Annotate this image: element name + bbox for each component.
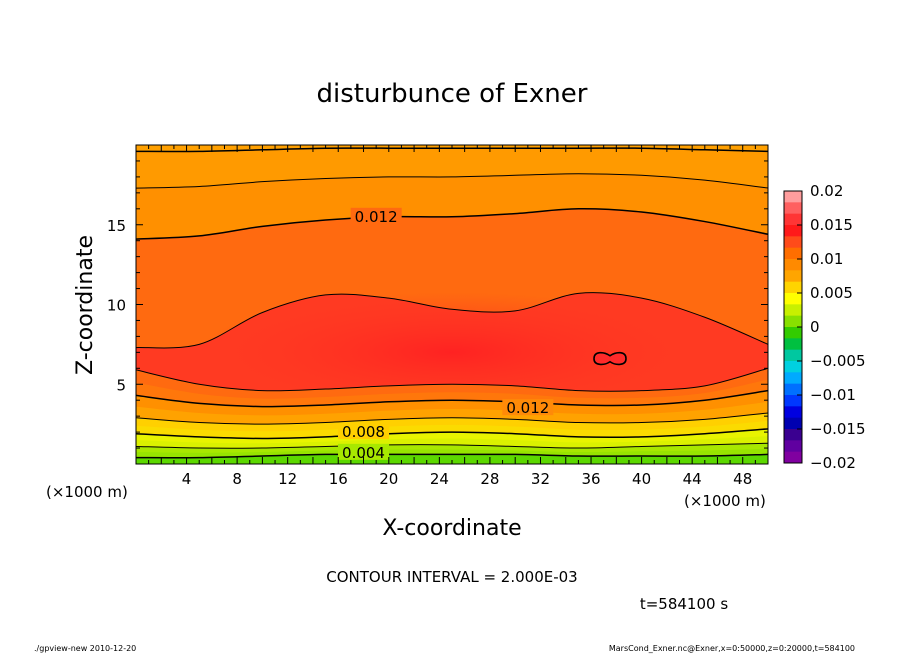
colorbar-label: 0.02 [810,182,843,200]
colorbar-label: 0 [810,318,820,336]
contour-line [136,442,768,449]
contour-fills [136,145,768,464]
colorbar-segment [784,247,802,260]
colorbar-segment [784,440,802,453]
colorbar-segment [784,315,802,328]
contour-label-bg [502,399,554,416]
colorbar-segment [784,304,802,317]
contour-label-bg [350,207,402,224]
contour-labels: 0.012 0.012 0.008 0.004 [338,207,554,462]
x-tick-label: 12 [278,470,297,488]
x-axis-unit-left: (×1000 m) [46,483,128,501]
x-tick-label: 36 [581,470,600,488]
colorbar-label: −0.02 [810,454,856,472]
colorbar-segment [784,293,802,305]
contour-label: 0.004 [342,444,385,462]
x-tick-label: 44 [683,470,702,488]
closed-contour [593,351,627,366]
x-axis: 4 8 12 16 20 24 28 32 36 40 44 48 [135,145,769,488]
colorbar-segment [784,327,802,339]
footer-right: MarsCond_Exner.nc@Exner,x=0:50000,z=0:20… [609,644,855,653]
contour-label-bg [338,443,390,460]
y-axis-label: Z-coordinate [73,235,98,375]
x-tick-label: 28 [480,470,499,488]
contour-label: 0.008 [342,423,385,441]
contour-interval: CONTOUR INTERVAL = 2.000E-03 [326,568,577,586]
colorbar-segment [784,417,802,430]
colorbar-segment [784,383,802,396]
x-axis-label: X-coordinate [382,516,521,541]
colorbar-label: −0.01 [810,386,856,404]
colorbar-segment [784,281,802,294]
y-tick-label: 5 [116,376,126,394]
contour-line [136,208,768,240]
colorbar-segment [784,395,802,407]
colorbar-segment [784,191,802,203]
colorbar-segment [784,270,802,283]
colorbar-segment [784,429,802,441]
band-fill [136,379,768,407]
contour-line [136,428,768,440]
colorbar-label: −0.005 [810,352,866,370]
x-tick-label: 48 [733,470,752,488]
colorbar-segment [784,451,802,464]
band-fill [136,420,768,439]
colorbar-segment [784,338,802,351]
band-fill [136,436,768,449]
x-tick-label: 24 [430,470,449,488]
contour-line [136,292,768,349]
x-axis-unit-right: (×1000 m) [684,492,766,510]
contour-line [136,389,768,408]
x-tick-label: 16 [329,470,348,488]
colorbar-label: 0.005 [810,284,853,302]
y-axis: 5 10 15 [107,144,768,465]
contour-label: 0.012 [506,399,549,417]
time-label: t=584100 s [640,595,728,613]
y-tick-label: 10 [107,297,126,315]
chart-title: disturbunce of Exner [317,79,588,109]
contour-line [136,173,768,189]
x-tick-label: 8 [232,470,242,488]
colorbar-segment [784,361,802,373]
colorbar-segment [784,406,802,419]
contour-label: 0.012 [355,208,398,226]
y-tick-label: 15 [107,217,126,235]
contour-line [136,453,768,459]
colorbar-segment [784,349,802,362]
colorbar-label: −0.015 [810,420,866,438]
x-tick-label: 4 [182,470,192,488]
colorbar-segment [784,213,802,226]
colorbar-segment [784,372,802,385]
core-fill [199,292,705,413]
colorbar-segment [784,236,802,249]
footer-left: ./gpview-new 2010-12-20 [34,644,136,653]
contour-label-bg [338,423,390,440]
colorbar-segment [784,202,802,215]
colorbar-segment [784,225,802,237]
contour-line [136,367,768,392]
band-fill [136,401,768,425]
colorbar-label: 0.015 [810,216,853,234]
colorbar: 0.02 0.015 0.01 0.005 0 −0.005 −0.01 −0.015 −0.0… [783,182,866,472]
contour-line [136,412,768,425]
contour-lines [136,147,768,459]
x-tick-label: 20 [379,470,398,488]
colorbar-label: 0.01 [810,250,843,268]
x-tick-label: 40 [632,470,651,488]
x-tick-label: 32 [531,470,550,488]
colorbar-segment [784,259,802,271]
